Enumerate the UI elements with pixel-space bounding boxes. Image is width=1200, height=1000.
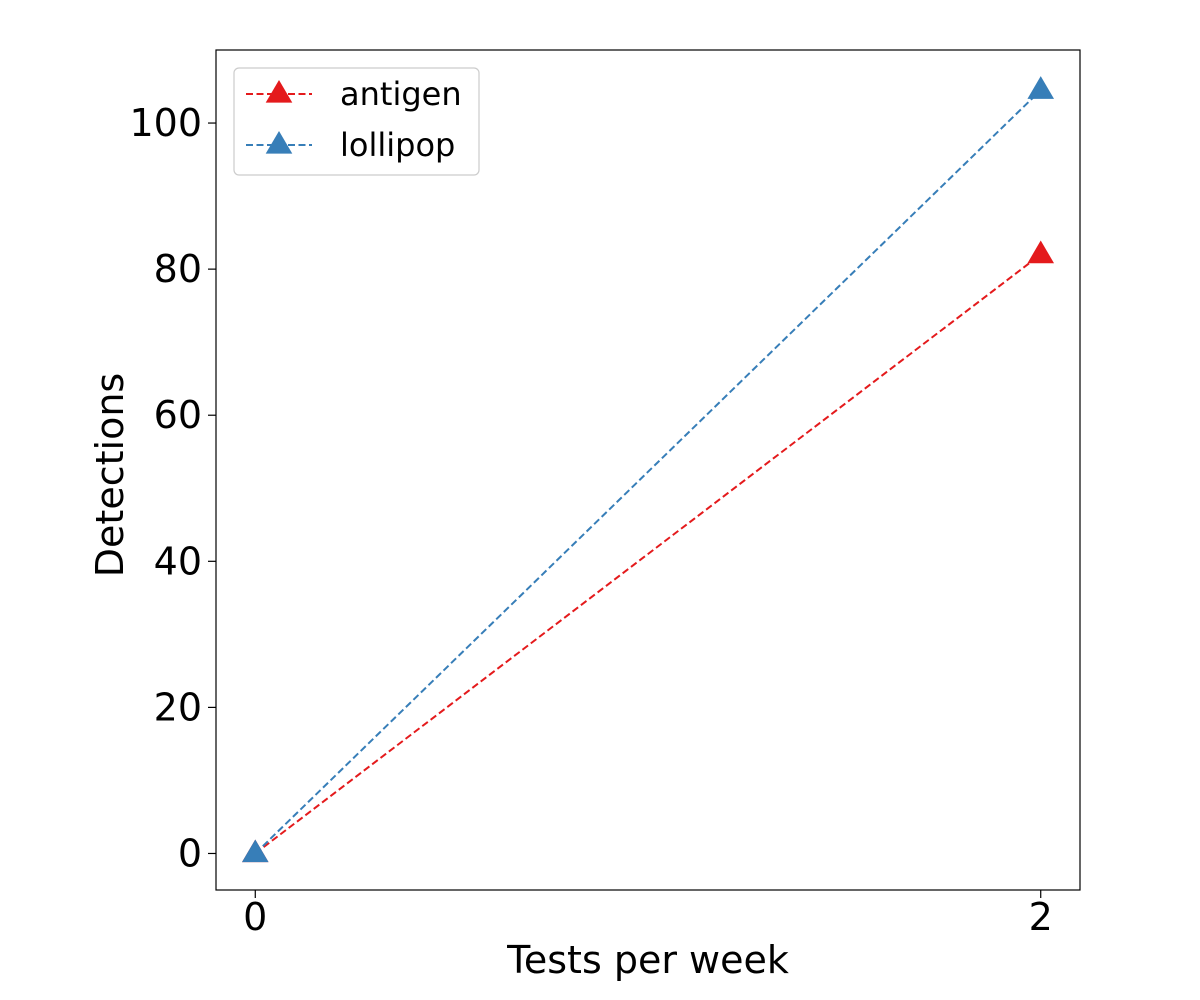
series-lollipop xyxy=(241,76,1055,863)
y-tick-label: 0 xyxy=(178,831,202,875)
data-point-antigen xyxy=(1027,240,1055,264)
y-axis-label: Detections xyxy=(88,373,132,577)
x-tick-label: 2 xyxy=(1029,895,1053,939)
series-antigen xyxy=(241,240,1055,863)
y-axis: 0 20 40 60 80 100 xyxy=(129,101,216,875)
legend-items: antigen lollipop xyxy=(246,75,462,164)
plot-frame xyxy=(215,49,1081,891)
legend-label-antigen: antigen xyxy=(340,75,462,113)
x-axis-label: Tests per week xyxy=(506,938,789,982)
legend-marker-antigen xyxy=(265,80,293,103)
series-line-antigen xyxy=(254,253,1042,855)
data-point-lollipop xyxy=(1027,76,1055,99)
data-point-lollipop xyxy=(241,839,269,863)
legend: antigen lollipop xyxy=(233,67,480,176)
y-tick-label: 60 xyxy=(154,393,202,437)
x-tick-label: 0 xyxy=(243,895,267,939)
legend-box xyxy=(233,67,480,176)
y-tick-label: 80 xyxy=(154,247,202,291)
legend-label-lollipop: lollipop xyxy=(340,126,455,164)
y-tick-label: 40 xyxy=(154,539,202,583)
y-tick-label: 20 xyxy=(154,685,202,729)
y-tick-label: 100 xyxy=(129,101,202,145)
legend-marker-lollipop xyxy=(265,131,293,154)
series-line-lollipop xyxy=(254,89,1042,855)
series-layer xyxy=(241,76,1055,863)
